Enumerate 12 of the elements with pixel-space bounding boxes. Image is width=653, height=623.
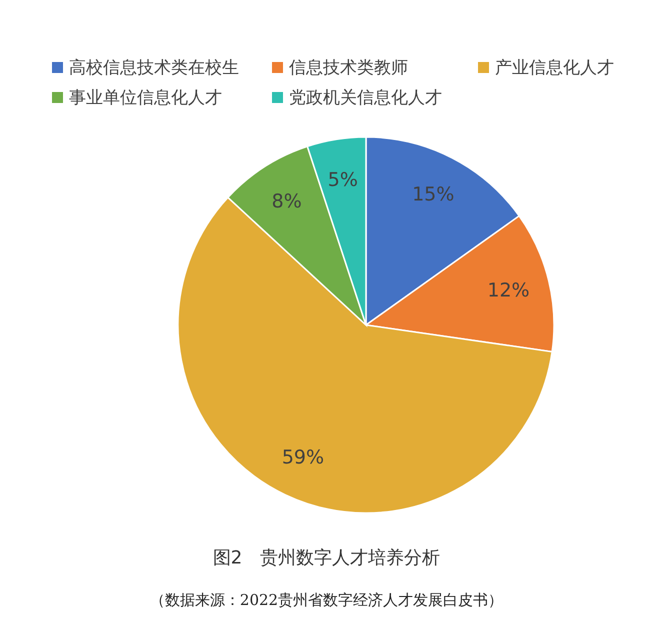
data-label: 8% (272, 190, 302, 213)
legend-label: 产业信息化人才 (495, 58, 614, 78)
legend-label: 信息技术类教师 (289, 58, 408, 78)
data-label: 12% (487, 279, 530, 302)
legend-label: 党政机关信息化人才 (289, 88, 442, 108)
data-label: 15% (412, 184, 454, 206)
legend-label: 事业单位信息化人才 (69, 88, 222, 108)
data-label: 59% (282, 446, 324, 468)
data-label: 5% (328, 169, 358, 192)
text: 图2 贵州数字人才培养分析 (212, 548, 440, 568)
legend-label: 高校信息技术类在校生 (69, 58, 239, 78)
text: （数据来源：2022贵州省数字经济人才发展白皮书） (150, 591, 504, 609)
